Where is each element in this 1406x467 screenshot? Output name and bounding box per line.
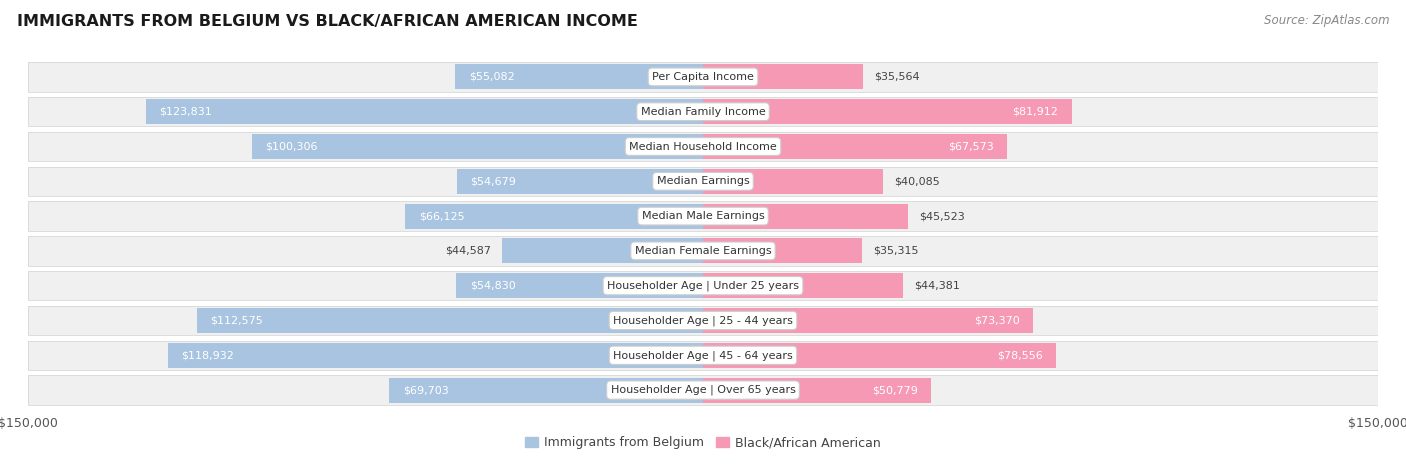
Bar [457, 169, 703, 194]
Bar [405, 204, 703, 229]
Bar [28, 236, 1378, 266]
Bar [502, 238, 703, 263]
Text: Source: ZipAtlas.com: Source: ZipAtlas.com [1264, 14, 1389, 27]
Text: $54,679: $54,679 [471, 177, 516, 186]
Text: $50,779: $50,779 [872, 385, 918, 395]
Bar [703, 238, 862, 263]
Bar [28, 306, 1378, 335]
Bar [28, 375, 1378, 405]
Text: $78,556: $78,556 [997, 350, 1043, 360]
Text: $40,085: $40,085 [894, 177, 941, 186]
Bar [28, 97, 1378, 127]
Bar [28, 62, 1378, 92]
Text: $81,912: $81,912 [1012, 107, 1059, 117]
Bar [28, 340, 1378, 370]
Bar [28, 375, 1378, 405]
Text: $54,830: $54,830 [470, 281, 516, 290]
Text: Householder Age | Over 65 years: Householder Age | Over 65 years [610, 385, 796, 396]
Bar [703, 169, 883, 194]
Bar [28, 201, 1378, 231]
Text: $118,932: $118,932 [181, 350, 235, 360]
Text: Householder Age | 45 - 64 years: Householder Age | 45 - 64 years [613, 350, 793, 361]
Text: Median Female Earnings: Median Female Earnings [634, 246, 772, 256]
Bar [703, 377, 931, 403]
Bar [456, 64, 703, 90]
Bar [28, 236, 1378, 266]
Text: $66,125: $66,125 [419, 211, 464, 221]
Text: Median Household Income: Median Household Income [628, 142, 778, 151]
Text: $123,831: $123,831 [159, 107, 212, 117]
Text: $73,370: $73,370 [974, 316, 1019, 325]
Bar [28, 132, 1378, 161]
Bar [703, 64, 863, 90]
Text: $45,523: $45,523 [920, 211, 965, 221]
Text: Median Family Income: Median Family Income [641, 107, 765, 117]
Text: Median Male Earnings: Median Male Earnings [641, 211, 765, 221]
Bar [28, 132, 1378, 161]
Text: $35,315: $35,315 [873, 246, 918, 256]
Bar [703, 343, 1056, 368]
Bar [28, 340, 1378, 370]
Bar [167, 343, 703, 368]
Text: IMMIGRANTS FROM BELGIUM VS BLACK/AFRICAN AMERICAN INCOME: IMMIGRANTS FROM BELGIUM VS BLACK/AFRICAN… [17, 14, 638, 29]
Text: $55,082: $55,082 [468, 72, 515, 82]
Bar [28, 97, 1378, 127]
Bar [197, 308, 703, 333]
Text: Median Earnings: Median Earnings [657, 177, 749, 186]
Bar [28, 271, 1378, 300]
Text: $69,703: $69,703 [404, 385, 449, 395]
Bar [146, 99, 703, 124]
Bar [28, 62, 1378, 92]
Bar [28, 167, 1378, 196]
Text: Householder Age | 25 - 44 years: Householder Age | 25 - 44 years [613, 315, 793, 326]
Bar [28, 167, 1378, 196]
Text: $100,306: $100,306 [266, 142, 318, 151]
Bar [703, 99, 1071, 124]
Bar [28, 306, 1378, 335]
Bar [28, 271, 1378, 300]
Bar [703, 308, 1033, 333]
Bar [703, 134, 1007, 159]
Bar [457, 273, 703, 298]
Bar [703, 273, 903, 298]
Text: Householder Age | Under 25 years: Householder Age | Under 25 years [607, 281, 799, 291]
Text: $112,575: $112,575 [209, 316, 263, 325]
Text: $44,587: $44,587 [446, 246, 491, 256]
Text: $35,564: $35,564 [875, 72, 920, 82]
Bar [252, 134, 703, 159]
Legend: Immigrants from Belgium, Black/African American: Immigrants from Belgium, Black/African A… [520, 432, 886, 454]
Text: $44,381: $44,381 [914, 281, 960, 290]
Text: $67,573: $67,573 [948, 142, 994, 151]
Bar [389, 377, 703, 403]
Bar [703, 204, 908, 229]
Text: Per Capita Income: Per Capita Income [652, 72, 754, 82]
Bar [28, 201, 1378, 231]
